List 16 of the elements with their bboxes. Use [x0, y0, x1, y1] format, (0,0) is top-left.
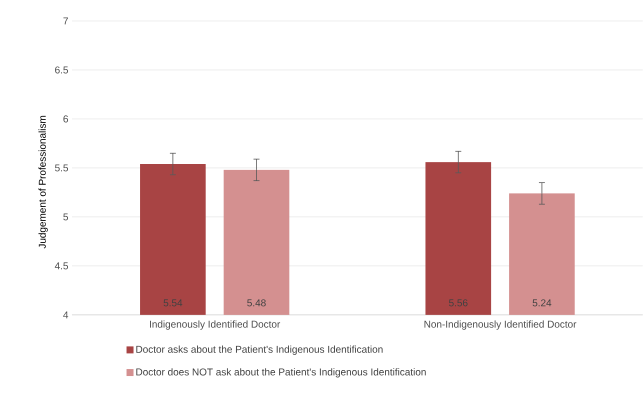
- data-label: 5.24: [532, 299, 552, 306]
- data-label: 5.56: [449, 299, 468, 306]
- y-tick-label: 5.5: [55, 164, 68, 172]
- legend-label: Doctor asks about the Patient's Indigenous Identification: [136, 346, 383, 355]
- y-tick-label: 4.5: [54, 262, 68, 270]
- y-tick-label: 4: [63, 312, 68, 318]
- y-tick-label: 6.5: [55, 66, 68, 74]
- y-tick-label: 7: [63, 18, 68, 24]
- x-tick-label: Indigenously Identified Doctor: [150, 320, 280, 330]
- y-tick-label: 5: [63, 214, 68, 220]
- y-tick-label: 6: [63, 116, 68, 123]
- data-label: 5.48: [247, 299, 266, 306]
- x-tick-label: Non-Indigenously Identified Doctor: [424, 320, 576, 330]
- y-axis-title: Judgement of Professionalism: [38, 116, 48, 249]
- data-label: 5.54: [164, 299, 182, 306]
- legend-label: Doctor does NOT ask about the Patient's Indigenous Identification: [136, 368, 426, 378]
